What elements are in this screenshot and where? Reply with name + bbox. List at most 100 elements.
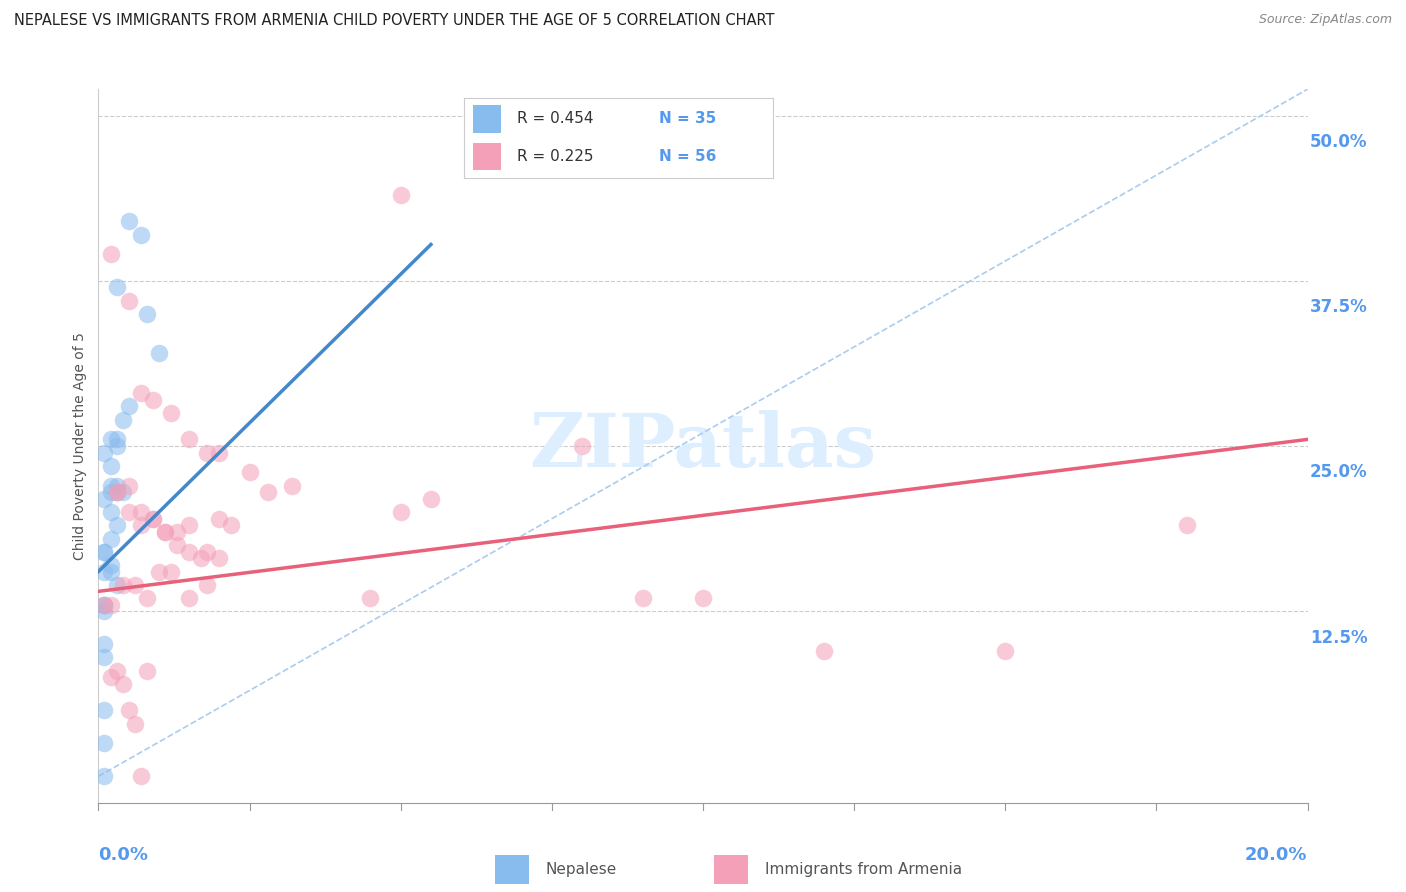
Point <box>93 598 115 612</box>
Point <box>1175 518 1198 533</box>
Point <box>389 505 412 519</box>
Bar <box>474 143 501 170</box>
Point <box>93 598 115 612</box>
Point <box>160 565 183 579</box>
Point <box>124 716 146 731</box>
Point <box>93 703 115 717</box>
Point <box>118 478 141 492</box>
Point <box>100 670 122 684</box>
Text: R = 0.225: R = 0.225 <box>516 149 593 164</box>
Point <box>93 650 115 665</box>
Point <box>105 485 128 500</box>
Point <box>93 545 115 559</box>
Text: 25.0%: 25.0% <box>1310 464 1368 482</box>
Point <box>105 485 128 500</box>
Point <box>177 591 201 605</box>
Point <box>208 511 231 525</box>
Point <box>93 491 115 506</box>
Point <box>118 505 141 519</box>
Point <box>93 637 115 651</box>
Y-axis label: Child Poverty Under the Age of 5: Child Poverty Under the Age of 5 <box>73 332 87 560</box>
Point <box>124 578 146 592</box>
Point <box>256 485 278 500</box>
Point <box>118 400 141 414</box>
Text: NEPALESE VS IMMIGRANTS FROM ARMENIA CHILD POVERTY UNDER THE AGE OF 5 CORRELATION: NEPALESE VS IMMIGRANTS FROM ARMENIA CHIL… <box>14 13 775 29</box>
Point <box>994 644 1017 658</box>
Bar <box>495 855 529 884</box>
Point <box>166 538 188 552</box>
Point <box>93 545 115 559</box>
Point <box>148 346 170 360</box>
Point <box>105 578 128 592</box>
Point <box>100 458 122 473</box>
Point <box>100 598 122 612</box>
Text: ZIPatlas: ZIPatlas <box>530 409 876 483</box>
Point <box>135 664 157 678</box>
Point <box>129 227 152 242</box>
Point <box>153 524 176 539</box>
Point <box>111 485 134 500</box>
Point <box>100 433 122 447</box>
Point <box>129 769 152 783</box>
Bar <box>474 105 501 133</box>
Point <box>105 664 128 678</box>
Bar <box>714 855 748 884</box>
Point <box>208 445 231 459</box>
Point <box>281 478 304 492</box>
Text: 12.5%: 12.5% <box>1310 629 1368 647</box>
Point <box>195 545 218 559</box>
Point <box>111 412 134 426</box>
Text: Source: ZipAtlas.com: Source: ZipAtlas.com <box>1258 13 1392 27</box>
Point <box>93 598 115 612</box>
Text: 50.0%: 50.0% <box>1310 133 1368 151</box>
Point <box>100 478 122 492</box>
Point <box>129 505 152 519</box>
Point <box>100 485 122 500</box>
Point <box>129 518 152 533</box>
Point <box>177 433 201 447</box>
Point <box>105 478 128 492</box>
Point <box>148 565 170 579</box>
Point <box>221 518 243 533</box>
Point <box>692 591 714 605</box>
Point <box>100 565 122 579</box>
Point <box>93 736 115 750</box>
Point <box>177 545 201 559</box>
Text: N = 56: N = 56 <box>659 149 716 164</box>
Point <box>571 439 593 453</box>
Point <box>100 532 122 546</box>
Point <box>195 578 218 592</box>
Point <box>118 214 141 228</box>
Point <box>93 445 115 459</box>
Point <box>160 406 183 420</box>
Text: 37.5%: 37.5% <box>1310 298 1368 317</box>
Point <box>105 518 128 533</box>
Point <box>142 511 165 525</box>
Point <box>100 247 122 261</box>
Point <box>142 511 165 525</box>
Point <box>153 524 176 539</box>
Text: N = 35: N = 35 <box>659 112 716 127</box>
Point <box>105 485 128 500</box>
Point <box>190 551 212 566</box>
Point <box>105 439 128 453</box>
Point <box>129 386 152 401</box>
Point <box>177 518 201 533</box>
Text: R = 0.454: R = 0.454 <box>516 112 593 127</box>
Point <box>105 433 128 447</box>
Point <box>360 591 382 605</box>
Point <box>118 703 141 717</box>
Point <box>105 280 128 294</box>
Point <box>100 558 122 572</box>
Point <box>93 565 115 579</box>
Point <box>93 769 115 783</box>
Point <box>93 604 115 618</box>
Point <box>111 578 134 592</box>
Text: Immigrants from Armenia: Immigrants from Armenia <box>765 863 962 877</box>
Point <box>100 505 122 519</box>
Text: 0.0%: 0.0% <box>98 846 149 863</box>
Point <box>419 491 441 506</box>
Text: Nepalese: Nepalese <box>546 863 617 877</box>
Point <box>135 591 157 605</box>
Point <box>142 392 165 407</box>
